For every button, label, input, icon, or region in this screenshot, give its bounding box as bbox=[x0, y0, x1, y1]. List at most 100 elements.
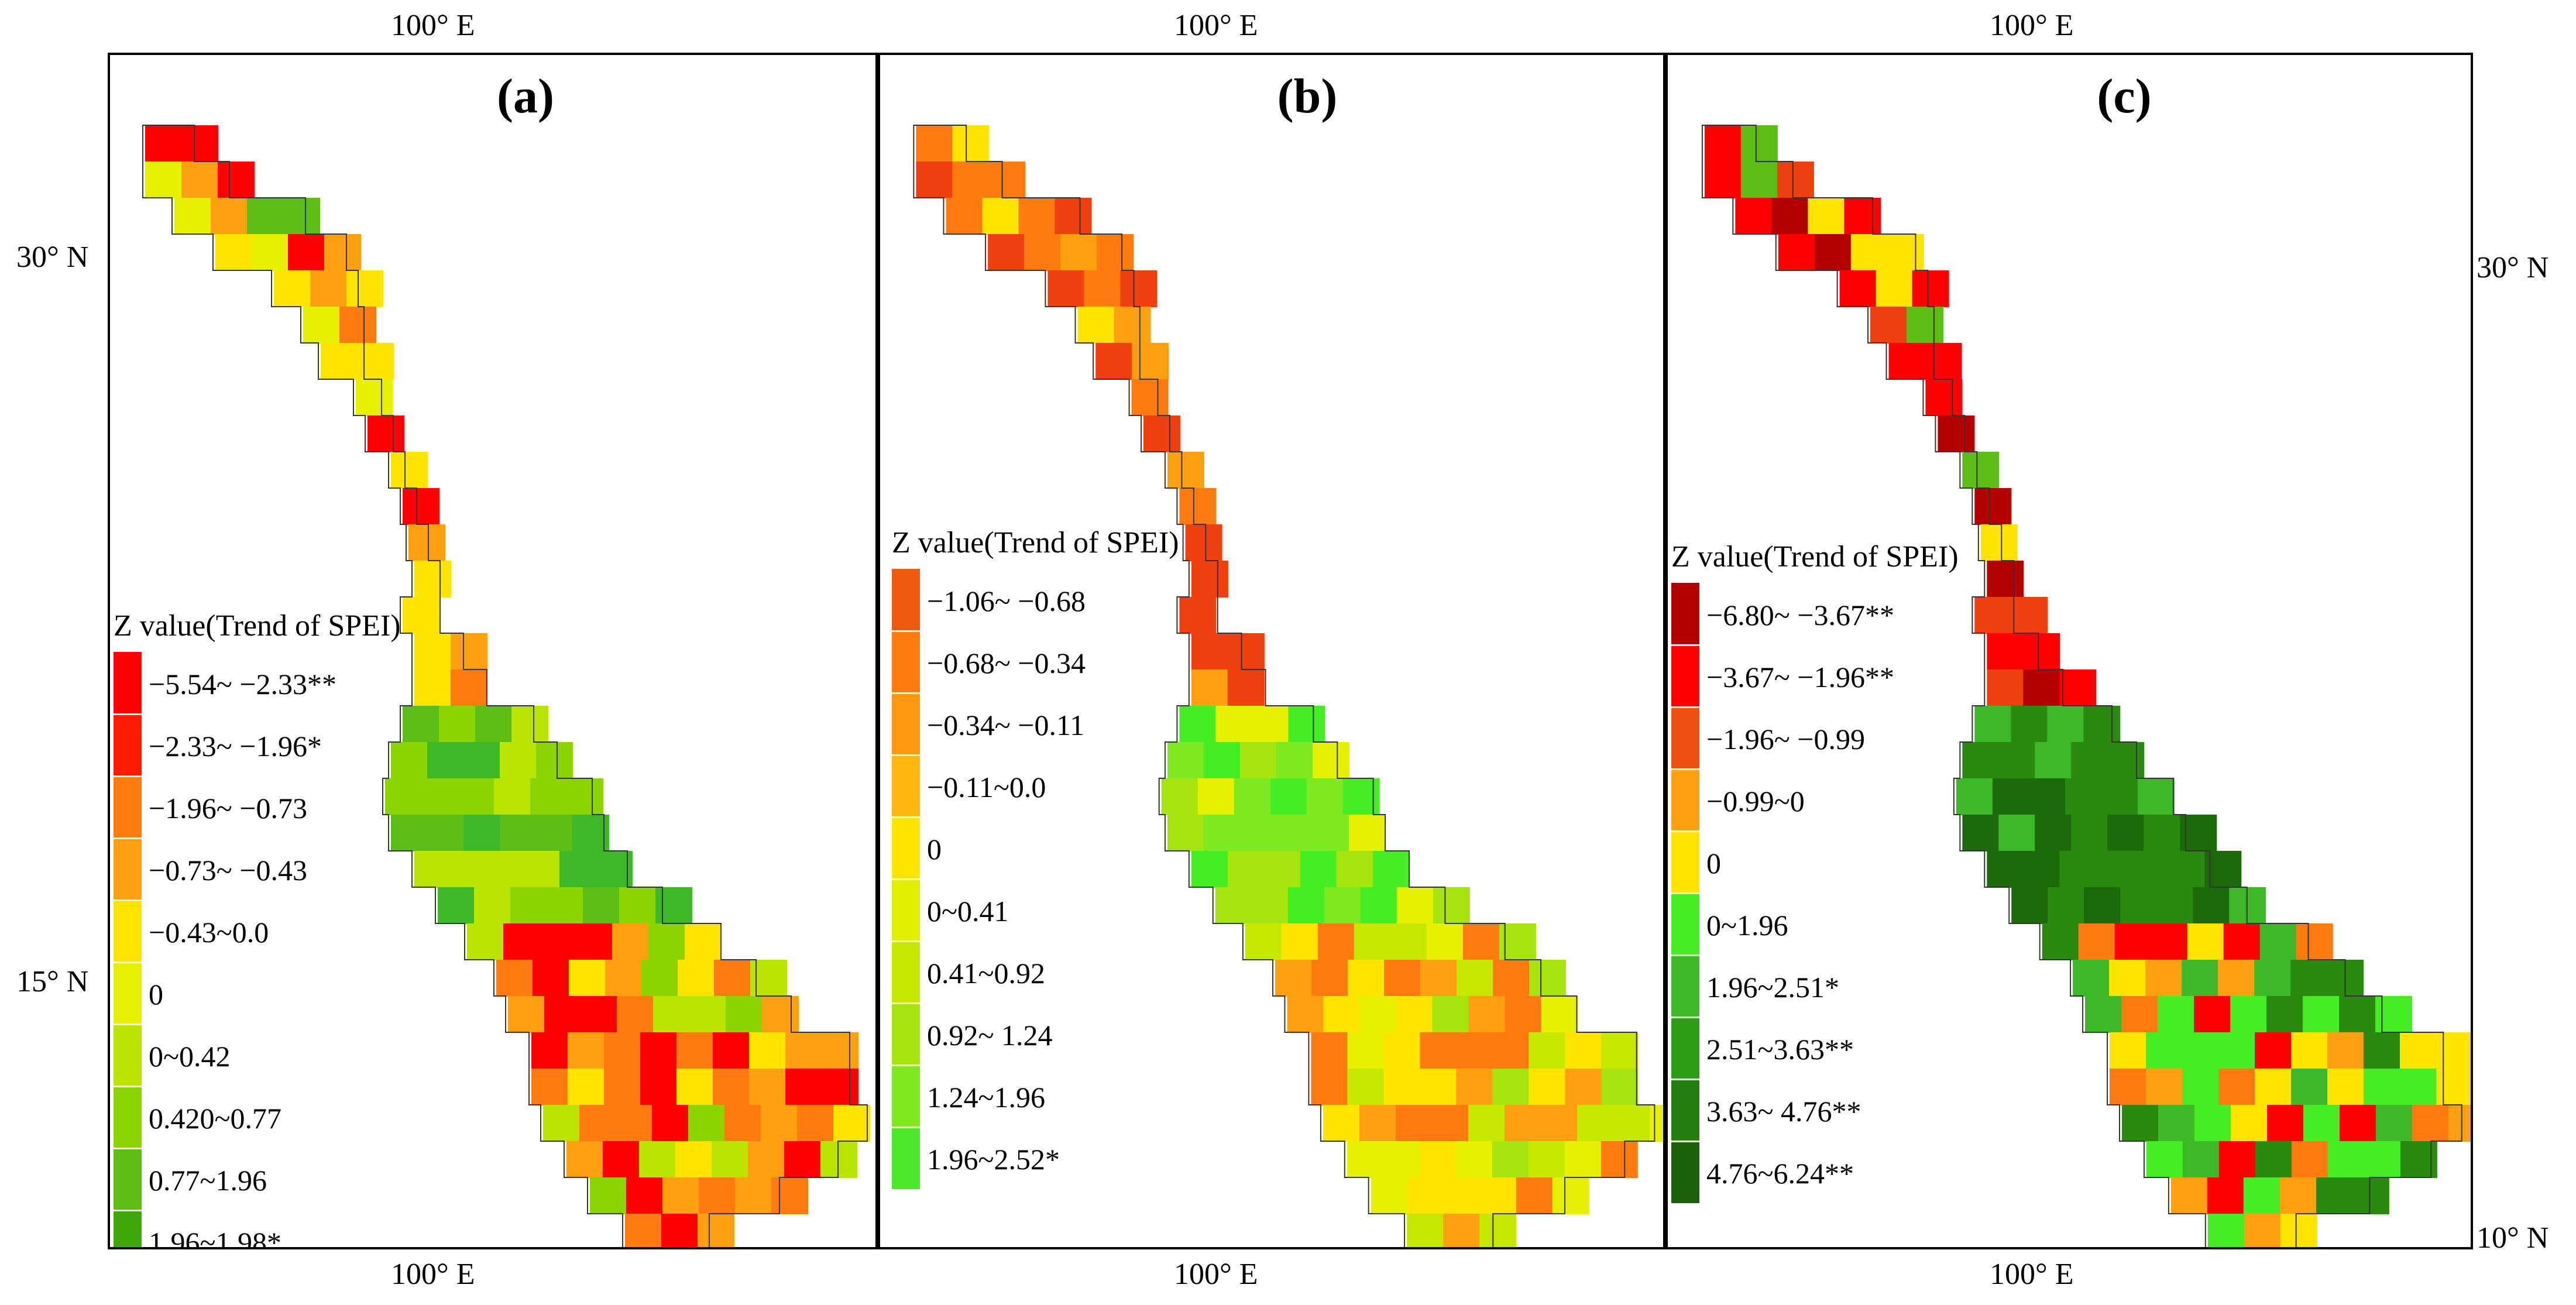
grid-cell bbox=[533, 960, 569, 997]
legend-label: −3.67~ −1.96** bbox=[1706, 661, 1894, 693]
grid-cell bbox=[1191, 633, 1228, 670]
grid-cell bbox=[1342, 778, 1380, 815]
grid-cell bbox=[735, 1177, 772, 1214]
lat-10-label-right: 10° N bbox=[2477, 1221, 2549, 1255]
grid-cell bbox=[698, 1214, 734, 1247]
grid-cell bbox=[1203, 742, 1241, 779]
grid-cell bbox=[1613, 1105, 1650, 1142]
grid-cell bbox=[1443, 1177, 1481, 1214]
grid-cell bbox=[1740, 162, 1778, 198]
grid-cell bbox=[1974, 597, 2012, 634]
grid-cell bbox=[145, 125, 182, 162]
grid-cell bbox=[572, 815, 609, 851]
grid-cell bbox=[1529, 960, 1566, 997]
grid-cell bbox=[2194, 996, 2231, 1033]
grid-cell bbox=[536, 742, 573, 779]
grid-cell bbox=[274, 270, 311, 307]
grid-cell bbox=[2144, 815, 2181, 851]
grid-cell bbox=[2011, 597, 2048, 634]
grid-cell bbox=[2327, 1069, 2364, 1105]
grid-cell bbox=[833, 1105, 870, 1142]
grid-cell bbox=[749, 1032, 786, 1069]
legend-swatch bbox=[114, 1086, 142, 1148]
legend-label: 1.96~2.52* bbox=[927, 1143, 1060, 1176]
grid-cell bbox=[1311, 1032, 1348, 1069]
grid-cell bbox=[1649, 1105, 1663, 1142]
grid-cell bbox=[1383, 1141, 1420, 1178]
grid-cell bbox=[2290, 960, 2328, 997]
grid-cell bbox=[391, 742, 428, 779]
grid-cell bbox=[1492, 1141, 1529, 1178]
grid-cell bbox=[451, 633, 487, 670]
grid-cell bbox=[2122, 1105, 2159, 1142]
grid-cell bbox=[2023, 633, 2060, 670]
grid-cell bbox=[1974, 706, 2012, 743]
legend-divider bbox=[1671, 644, 1699, 646]
grid-cell bbox=[403, 488, 439, 525]
grid-cell bbox=[1479, 1214, 1517, 1247]
grid-cell bbox=[2182, 1069, 2219, 1105]
grid-cell bbox=[2023, 851, 2060, 888]
grid-cell bbox=[463, 742, 500, 779]
grid-cell bbox=[414, 561, 451, 597]
grid-cell bbox=[1704, 125, 1742, 162]
grid-cell bbox=[531, 1032, 568, 1069]
grid-cell bbox=[2096, 851, 2133, 888]
grid-cell bbox=[1407, 1214, 1444, 1247]
grid-cell bbox=[2243, 1177, 2280, 1214]
grid-cell bbox=[1354, 923, 1391, 960]
grid-cell bbox=[749, 1069, 786, 1105]
legend-label: 2.51~3.63** bbox=[1706, 1033, 1854, 1066]
grid-cell bbox=[2078, 923, 2115, 960]
legend-label: 3.63~ 4.76** bbox=[1706, 1095, 1861, 1128]
basin-map-a bbox=[142, 125, 870, 1247]
grid-cell bbox=[2400, 1032, 2437, 1069]
grid-cell bbox=[579, 1105, 616, 1142]
grid-cell bbox=[2436, 1069, 2471, 1105]
grid-cell bbox=[596, 851, 633, 888]
grid-cell bbox=[1600, 1141, 1638, 1178]
grid-cell bbox=[676, 1032, 713, 1069]
grid-cell bbox=[1601, 1032, 1639, 1069]
legend-divider bbox=[114, 837, 142, 839]
grid-cell bbox=[988, 162, 1026, 198]
grid-cell bbox=[427, 815, 464, 851]
legend-label: 0~0.42 bbox=[149, 1040, 231, 1073]
grid-cell bbox=[625, 1214, 662, 1247]
legend-swatch bbox=[114, 714, 142, 776]
grid-cell bbox=[2035, 815, 2072, 851]
legend-swatch bbox=[1671, 893, 1699, 955]
grid-cell bbox=[1505, 996, 1542, 1033]
grid-cell bbox=[2279, 1177, 2317, 1214]
legend-divider bbox=[892, 1002, 920, 1004]
grid-cell bbox=[2375, 996, 2413, 1033]
grid-cell bbox=[414, 633, 451, 670]
grid-cell bbox=[1396, 996, 1433, 1033]
legend-swatch bbox=[114, 1210, 142, 1247]
grid-cell bbox=[1276, 742, 1313, 779]
grid-cell bbox=[1407, 1177, 1444, 1214]
grid-cell bbox=[1844, 198, 1881, 235]
legend-divider bbox=[892, 940, 920, 942]
grid-cell bbox=[487, 851, 524, 888]
grid-cell bbox=[1998, 742, 2036, 779]
legend-swatch bbox=[114, 962, 142, 1024]
grid-cell bbox=[1288, 706, 1325, 743]
grid-cell bbox=[2218, 1069, 2255, 1105]
grid-cell bbox=[1468, 996, 1506, 1033]
grid-cell bbox=[1060, 234, 1098, 271]
grid-cell bbox=[1323, 1105, 1360, 1142]
legend-swatch bbox=[892, 569, 920, 631]
grid-cell bbox=[408, 524, 445, 561]
grid-cell bbox=[2187, 923, 2224, 960]
grid-cell bbox=[1443, 1214, 1481, 1247]
grid-cell bbox=[500, 815, 537, 851]
grid-cell bbox=[685, 923, 722, 960]
grid-cell bbox=[2303, 996, 2340, 1033]
grid-cell bbox=[2400, 1141, 2437, 1178]
grid-cell bbox=[946, 198, 983, 235]
grid-cell bbox=[1876, 270, 1913, 307]
grid-cell bbox=[2047, 706, 2084, 743]
legend-label: 0 bbox=[927, 833, 942, 866]
grid-cell bbox=[310, 270, 347, 307]
